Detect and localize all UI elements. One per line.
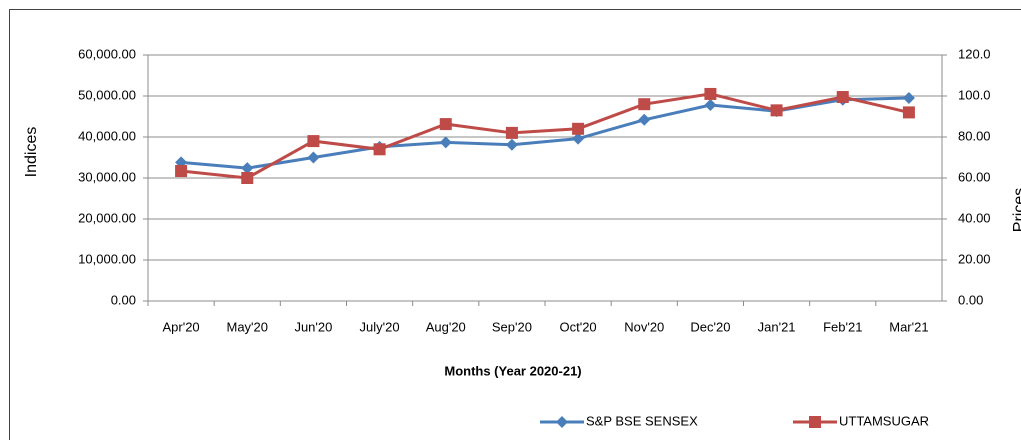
y2-tick-label: 20.00 [958, 251, 991, 266]
marker [373, 143, 386, 156]
y-tick-label: 10,000.00 [78, 251, 136, 266]
x-tick-label: Feb'21 [823, 319, 862, 334]
y-tick-label: 60,000.00 [78, 46, 136, 61]
x-tick-label: Jun'20 [294, 319, 332, 334]
legend-label: UTTAMSUGAR [839, 413, 929, 428]
marker [241, 172, 254, 184]
y2-tick-label: 40.00 [958, 210, 991, 225]
marker [505, 126, 518, 139]
marker [307, 135, 320, 148]
marker [902, 106, 915, 119]
x-tick-label: Sep'20 [492, 319, 532, 334]
y2-tick-label: 60.00 [958, 169, 991, 184]
x-tick-label: Dec'20 [690, 319, 730, 334]
x-tick-label: Oct'20 [559, 319, 596, 334]
marker [439, 136, 452, 149]
y-tick-label: 40,000.00 [78, 128, 136, 143]
x-tick-label: July'20 [360, 319, 400, 334]
marker [307, 151, 320, 164]
y2-tick-label: 120.0 [958, 46, 991, 61]
y-tick-label: 50,000.00 [78, 87, 136, 102]
x-tick-label: Apr'20 [162, 319, 199, 334]
chart-border [9, 9, 1021, 440]
x-tick-label: Mar'21 [889, 319, 928, 334]
y-tick-label: 30,000.00 [78, 169, 136, 184]
y-tick-label: 20,000.00 [78, 210, 136, 225]
marker [241, 162, 254, 175]
marker [572, 132, 585, 145]
series-line [180, 96, 909, 170]
marker [175, 165, 188, 178]
x-tick-label: Nov'20 [624, 319, 664, 334]
marker [638, 113, 651, 126]
marker [704, 99, 717, 112]
y-tick-label: 0.00 [111, 292, 136, 307]
y2-tick-label: 0.00 [958, 292, 983, 307]
x-tick-label: Aug'20 [426, 319, 466, 334]
x-tick-label: Jan'21 [758, 319, 796, 334]
y2-axis-label: Prices [1011, 188, 1021, 232]
marker [836, 91, 849, 104]
marker [770, 104, 783, 117]
y2-tick-label: 100.0 [958, 87, 991, 102]
y-axis-label: Indices [23, 127, 40, 178]
marker [572, 122, 585, 135]
legend-marker [809, 416, 821, 428]
marker [439, 118, 452, 131]
marker [704, 87, 717, 100]
marker [638, 98, 651, 111]
legend-label: S&P BSE SENSEX [586, 413, 698, 428]
x-axis-label: Months (Year 2020-21) [444, 363, 581, 378]
y2-tick-label: 80.00 [958, 128, 991, 143]
marker [902, 92, 915, 105]
series-line [180, 92, 910, 180]
marker [505, 138, 518, 151]
x-tick-label: May'20 [226, 319, 268, 334]
legend-marker [556, 416, 568, 428]
